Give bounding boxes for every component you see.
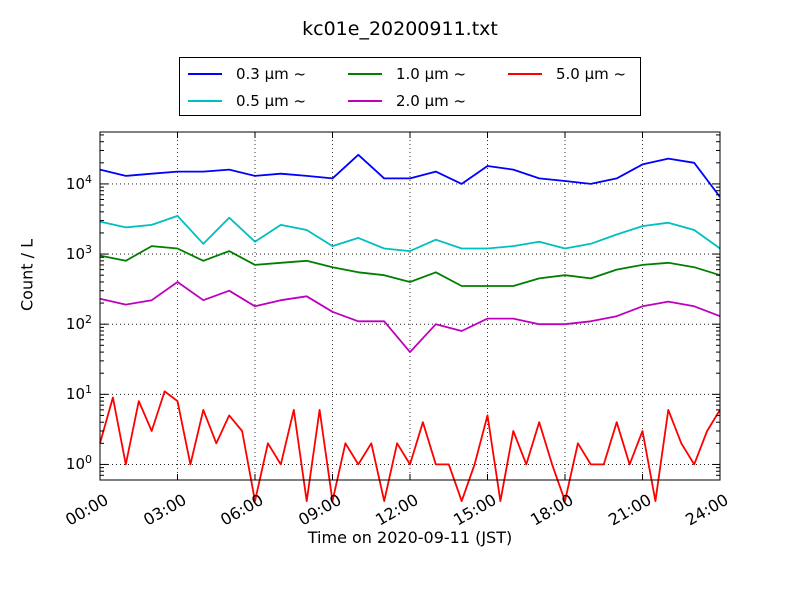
- y-tick-exponent: 0: [85, 453, 92, 467]
- y-tick-label: 100: [32, 453, 92, 473]
- legend: 0.3 μm ~ 0.5 μm ~ 1.0 μm ~ 2.0 μm ~ 5.0 μm ~: [179, 57, 641, 116]
- y-tick-exponent: 4: [85, 172, 92, 186]
- legend-label: 2.0 μm ~: [396, 92, 467, 110]
- y-tick-base: 10: [65, 245, 85, 264]
- y-tick-base: 10: [65, 174, 85, 193]
- y-tick-label: 101: [32, 383, 92, 403]
- legend-entry: 0.3 μm ~: [188, 64, 306, 84]
- legend-swatch: [188, 73, 222, 75]
- y-tick-base: 10: [65, 455, 85, 474]
- y-tick-base: 10: [65, 385, 85, 404]
- series-line-2: [99, 245, 721, 287]
- legend-swatch: [348, 73, 382, 75]
- y-tick-exponent: 1: [85, 383, 92, 397]
- y-axis-label: Count / L: [17, 239, 37, 311]
- tick-marks: [99, 132, 721, 481]
- legend-entry: 0.5 μm ~: [188, 91, 306, 111]
- legend-entry: 5.0 μm ~: [508, 64, 626, 84]
- legend-entry: 1.0 μm ~: [348, 64, 466, 84]
- y-tick-exponent: 3: [85, 243, 92, 257]
- legend-label: 1.0 μm ~: [396, 65, 467, 83]
- legend-label: 5.0 μm ~: [556, 65, 627, 83]
- series-line-4: [99, 390, 721, 503]
- grid-lines: [100, 132, 720, 480]
- x-axis-label: Time on 2020-09-11 (JST): [307, 528, 513, 547]
- series-line-3: [99, 281, 721, 354]
- y-tick-base: 10: [65, 315, 85, 334]
- legend-label: 0.3 μm ~: [236, 65, 307, 83]
- series-line-1: [99, 214, 721, 253]
- chart-title: kc01e_20200911.txt: [302, 18, 498, 40]
- legend-label: 0.5 μm ~: [236, 92, 307, 110]
- y-tick-label: 102: [32, 313, 92, 333]
- legend-swatch: [348, 100, 382, 102]
- y-tick-label: 104: [32, 173, 92, 193]
- y-tick-exponent: 2: [85, 313, 92, 327]
- series-lines: [99, 153, 721, 503]
- legend-swatch: [188, 100, 222, 102]
- series-line-0: [99, 153, 721, 198]
- legend-entry: 2.0 μm ~: [348, 91, 466, 111]
- legend-swatch: [508, 73, 542, 75]
- y-tick-label: 103: [32, 243, 92, 263]
